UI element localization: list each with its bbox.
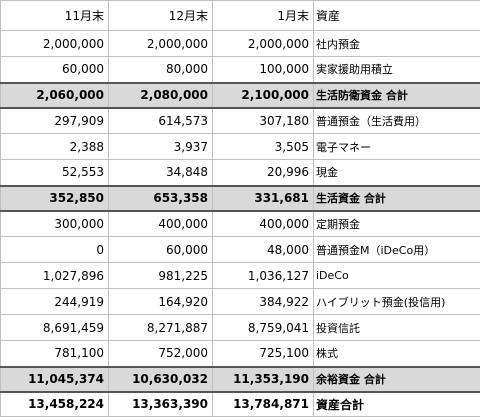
subtotal-row: 352,850 653,358 331,681 生活資金 合計 (0, 184, 480, 212)
value-jan: 20,996 (212, 159, 314, 186)
value-dec: 2,080,000 (108, 81, 213, 109)
table-row: 2,000,000 2,000,000 2,000,000 社内預金 (0, 30, 480, 57)
table-row: 60,000 80,000 100,000 実家援助用積立 (0, 56, 480, 83)
value-nov: 300,000 (0, 210, 109, 237)
asset-label: 電子マネー (313, 133, 480, 160)
header-asset: 資産 (313, 0, 480, 31)
table-row: 0 60,000 48,000 普通預金M（iDeCo用） (0, 236, 480, 263)
value-dec: 981,225 (108, 262, 213, 289)
value-jan: 100,000 (212, 56, 314, 83)
table-row: 1,027,896 981,225 1,036,127 iDeCo (0, 262, 480, 289)
value-jan: 13,784,871 (212, 391, 314, 417)
value-nov: 11,045,374 (0, 365, 109, 393)
header-dec: 12月末 (108, 0, 213, 31)
asset-label: 定期預金 (313, 210, 480, 237)
value-dec: 653,358 (108, 184, 213, 212)
value-nov: 352,850 (0, 184, 109, 212)
value-jan: 2,100,000 (212, 81, 314, 109)
asset-label: iDeCo (313, 262, 480, 289)
asset-label: 生活資金 合計 (313, 184, 480, 212)
value-dec: 3,937 (108, 133, 213, 160)
value-dec: 80,000 (108, 56, 213, 83)
value-nov: 297,909 (0, 107, 109, 134)
value-nov: 0 (0, 236, 109, 263)
total-row: 13,458,224 13,363,390 13,784,871 資産合計 (0, 391, 480, 417)
asset-label: 株式 (313, 340, 480, 367)
value-nov: 1,027,896 (0, 262, 109, 289)
value-jan: 725,100 (212, 340, 314, 367)
value-dec: 13,363,390 (108, 391, 213, 417)
table-row: 297,909 614,573 307,180 普通預金（生活費用） (0, 107, 480, 134)
value-dec: 752,000 (108, 340, 213, 367)
value-dec: 2,000,000 (108, 30, 213, 57)
value-nov: 8,691,459 (0, 314, 109, 341)
table-row: 2,388 3,937 3,505 電子マネー (0, 133, 480, 160)
subtotal-row: 2,060,000 2,080,000 2,100,000 生活防衛資金 合計 (0, 81, 480, 109)
table-body: 2,000,000 2,000,000 2,000,000 社内預金 60,000 80,… (0, 30, 480, 417)
value-nov: 2,060,000 (0, 81, 109, 109)
asset-label: 投資信託 (313, 314, 480, 341)
value-nov: 244,919 (0, 288, 109, 315)
value-dec: 614,573 (108, 107, 213, 134)
value-jan: 307,180 (212, 107, 314, 134)
value-jan: 1,036,127 (212, 262, 314, 289)
header-row: 11月末 12月末 1月末 資産 (0, 0, 480, 31)
header-nov: 11月末 (0, 0, 109, 31)
value-nov: 2,000,000 (0, 30, 109, 57)
value-dec: 34,848 (108, 159, 213, 186)
value-jan: 48,000 (212, 236, 314, 263)
asset-label: 生活防衛資金 合計 (313, 81, 480, 109)
asset-label: ハイブリット預金(投信用) (313, 288, 480, 315)
value-jan: 384,922 (212, 288, 314, 315)
asset-label: 資産合計 (313, 391, 480, 417)
value-nov: 2,388 (0, 133, 109, 160)
asset-label: 普通預金（生活費用） (313, 107, 480, 134)
value-jan: 400,000 (212, 210, 314, 237)
value-jan: 3,505 (212, 133, 314, 160)
asset-label: 実家援助用積立 (313, 56, 480, 83)
table-row: 8,691,459 8,271,887 8,759,041 投資信託 (0, 314, 480, 341)
asset-label: 普通預金M（iDeCo用） (313, 236, 480, 263)
asset-label: 現金 (313, 159, 480, 186)
table-row: 781,100 752,000 725,100 株式 (0, 340, 480, 367)
value-jan: 2,000,000 (212, 30, 314, 57)
asset-label: 社内預金 (313, 30, 480, 57)
value-nov: 13,458,224 (0, 391, 109, 417)
value-dec: 10,630,032 (108, 365, 213, 393)
value-jan: 331,681 (212, 184, 314, 212)
table-row: 300,000 400,000 400,000 定期預金 (0, 210, 480, 237)
value-dec: 8,271,887 (108, 314, 213, 341)
header-jan: 1月末 (212, 0, 314, 31)
value-nov: 52,553 (0, 159, 109, 186)
subtotal-row: 11,045,374 10,630,032 11,353,190 余裕資金 合計 (0, 365, 480, 393)
value-nov: 781,100 (0, 340, 109, 367)
value-jan: 11,353,190 (212, 365, 314, 393)
value-nov: 60,000 (0, 56, 109, 83)
table-row: 52,553 34,848 20,996 現金 (0, 159, 480, 186)
value-dec: 400,000 (108, 210, 213, 237)
value-jan: 8,759,041 (212, 314, 314, 341)
value-dec: 60,000 (108, 236, 213, 263)
table-row: 244,919 164,920 384,922 ハイブリット預金(投信用) (0, 288, 480, 315)
asset-label: 余裕資金 合計 (313, 365, 480, 393)
value-dec: 164,920 (108, 288, 213, 315)
